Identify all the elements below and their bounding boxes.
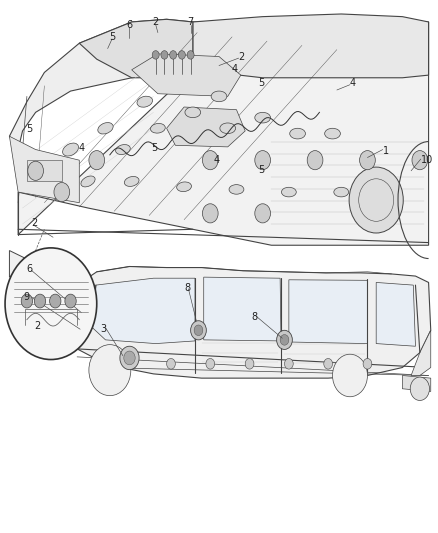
Circle shape	[76, 325, 87, 338]
Text: 8: 8	[252, 312, 258, 322]
Circle shape	[206, 359, 215, 369]
Ellipse shape	[116, 144, 130, 155]
Circle shape	[191, 321, 206, 340]
Circle shape	[120, 346, 139, 369]
Circle shape	[89, 151, 105, 169]
Text: 4: 4	[78, 143, 85, 154]
Polygon shape	[18, 22, 428, 245]
Polygon shape	[403, 375, 431, 391]
Text: 4: 4	[231, 64, 237, 74]
Ellipse shape	[81, 176, 95, 187]
Ellipse shape	[98, 123, 113, 134]
Circle shape	[65, 294, 76, 308]
Text: 8: 8	[184, 283, 190, 293]
Circle shape	[410, 377, 429, 400]
Polygon shape	[193, 14, 428, 78]
Circle shape	[49, 294, 61, 308]
Circle shape	[255, 151, 271, 169]
Circle shape	[178, 51, 185, 59]
Polygon shape	[67, 285, 77, 349]
Circle shape	[255, 204, 271, 223]
Circle shape	[78, 309, 87, 320]
Polygon shape	[132, 54, 241, 96]
Ellipse shape	[290, 128, 305, 139]
Circle shape	[152, 51, 159, 59]
Ellipse shape	[137, 96, 152, 107]
Text: 5: 5	[151, 143, 158, 154]
Circle shape	[349, 167, 403, 233]
Circle shape	[124, 351, 135, 365]
Ellipse shape	[185, 107, 201, 118]
Ellipse shape	[255, 112, 271, 123]
Circle shape	[28, 161, 43, 180]
Text: 7: 7	[187, 17, 194, 27]
Text: 5: 5	[26, 124, 32, 134]
Circle shape	[202, 151, 218, 169]
Ellipse shape	[151, 124, 165, 133]
Circle shape	[245, 359, 254, 369]
Circle shape	[280, 335, 289, 345]
Circle shape	[34, 294, 46, 308]
Polygon shape	[10, 136, 79, 203]
Circle shape	[170, 51, 177, 59]
Circle shape	[161, 51, 168, 59]
Circle shape	[21, 294, 32, 308]
Text: 6: 6	[127, 20, 133, 30]
Ellipse shape	[124, 176, 139, 187]
Text: 5: 5	[109, 32, 115, 42]
Polygon shape	[204, 277, 281, 341]
Polygon shape	[289, 280, 367, 344]
Ellipse shape	[220, 123, 236, 134]
Circle shape	[360, 151, 375, 169]
Text: 4: 4	[350, 78, 356, 88]
Text: 2: 2	[31, 218, 38, 228]
Circle shape	[74, 304, 92, 325]
Text: 1: 1	[383, 146, 389, 156]
Circle shape	[54, 182, 70, 201]
Circle shape	[166, 359, 175, 369]
Text: 9: 9	[23, 292, 29, 302]
Text: 6: 6	[26, 264, 32, 274]
Text: 4: 4	[214, 155, 220, 165]
Text: 5: 5	[258, 78, 265, 88]
Polygon shape	[376, 282, 416, 346]
Ellipse shape	[282, 187, 296, 197]
Circle shape	[194, 325, 203, 336]
Text: 2: 2	[35, 321, 41, 331]
Ellipse shape	[229, 184, 244, 194]
Circle shape	[332, 354, 367, 397]
Text: 3: 3	[100, 324, 106, 334]
Polygon shape	[27, 160, 62, 181]
Circle shape	[89, 345, 131, 395]
Circle shape	[307, 151, 323, 169]
Ellipse shape	[63, 143, 78, 156]
Ellipse shape	[177, 182, 191, 191]
Circle shape	[277, 330, 292, 350]
Circle shape	[363, 359, 372, 369]
Text: 2: 2	[152, 17, 159, 27]
Ellipse shape	[325, 128, 340, 139]
Polygon shape	[10, 251, 31, 277]
Circle shape	[81, 310, 95, 326]
Ellipse shape	[211, 91, 227, 102]
Circle shape	[285, 359, 293, 369]
Circle shape	[202, 204, 218, 223]
Ellipse shape	[334, 187, 349, 197]
Polygon shape	[411, 330, 431, 375]
Text: 5: 5	[258, 165, 265, 175]
Polygon shape	[67, 266, 431, 378]
Polygon shape	[166, 107, 245, 147]
Circle shape	[324, 359, 332, 369]
Polygon shape	[92, 278, 195, 344]
Circle shape	[5, 248, 97, 360]
Polygon shape	[79, 19, 193, 78]
Circle shape	[187, 51, 194, 59]
Text: 10: 10	[421, 155, 433, 165]
Circle shape	[127, 359, 136, 369]
Text: 2: 2	[239, 52, 245, 61]
Circle shape	[412, 151, 427, 169]
Polygon shape	[10, 19, 193, 150]
